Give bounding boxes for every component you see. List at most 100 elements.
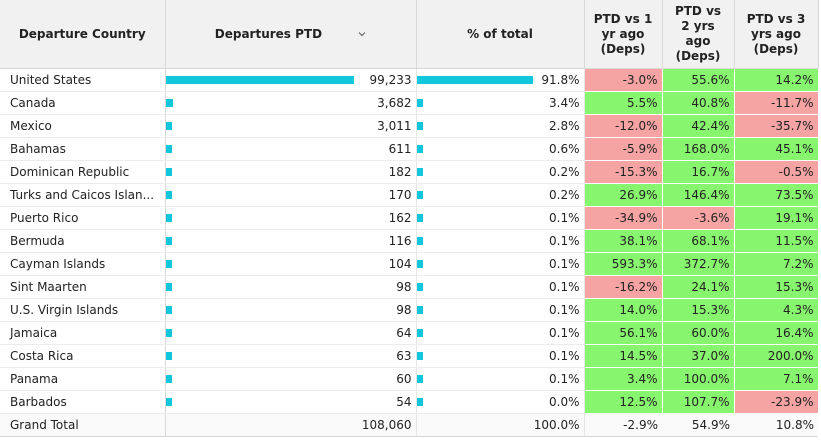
change-2yr-cell: -3.6% [662, 206, 735, 230]
column-header-vs-3yr[interactable]: PTD vs 3 yrs ago (Deps) [734, 0, 819, 69]
table-body: United States 99,233 91.8% -3.0% 55.6% 14.2% C… [0, 68, 819, 414]
table-row[interactable]: Jamaica 64 0.1% 56.1% 60.0% 16.4% [0, 321, 819, 345]
column-header-departures[interactable]: Departures PTD [165, 0, 417, 69]
pct-total-bar [416, 283, 423, 291]
country-cell: Costa Rica [0, 344, 166, 368]
grand-total-row: Grand Total 108,060 100.0% -2.9% 54.9% 1… [0, 413, 818, 437]
pct-total-cell: 0.1% [416, 252, 585, 276]
pct-total-cell: 0.1% [416, 298, 585, 322]
change-3yr-cell: 15.3% [734, 275, 819, 299]
grand-total-label: Grand Total [0, 413, 166, 437]
departures-bar [165, 99, 173, 107]
departures-cell: 611 [165, 137, 417, 161]
grand-total-pct: 100.0% [416, 413, 585, 437]
table-row[interactable]: Costa Rica 63 0.1% 14.5% 37.0% 200.0% [0, 344, 819, 368]
country-cell: Puerto Rico [0, 206, 166, 230]
departures-bar [165, 76, 354, 84]
change-2yr-cell: 37.0% [662, 344, 735, 368]
pct-total-bar [416, 398, 423, 406]
change-3yr-cell: 11.5% [734, 229, 819, 253]
table-row[interactable]: Barbados 54 0.0% 12.5% 107.7% -23.9% [0, 390, 819, 414]
change-1yr-cell: 14.0% [584, 298, 663, 322]
departures-cell: 98 [165, 298, 417, 322]
column-header-pct-total[interactable]: % of total [416, 0, 585, 69]
change-1yr-cell: 26.9% [584, 183, 663, 207]
table-row[interactable]: Sint Maarten 98 0.1% -16.2% 24.1% 15.3% [0, 275, 819, 299]
table-row[interactable]: Bahamas 611 0.6% -5.9% 168.0% 45.1% [0, 137, 819, 161]
table-row[interactable]: U.S. Virgin Islands 98 0.1% 14.0% 15.3% 4.3% [0, 298, 819, 322]
departures-cell: 104 [165, 252, 417, 276]
pct-total-bar [416, 237, 423, 245]
change-2yr-cell: 100.0% [662, 367, 735, 391]
pct-total-cell: 0.1% [416, 321, 585, 345]
pct-total-bar [416, 329, 423, 337]
pct-total-cell: 0.1% [416, 229, 585, 253]
change-2yr-cell: 16.7% [662, 160, 735, 184]
column-header-country[interactable]: Departure Country [0, 0, 166, 69]
column-header-vs-1yr[interactable]: PTD vs 1 yr ago (Deps) [584, 0, 663, 69]
departures-cell: 54 [165, 390, 417, 414]
change-3yr-cell: 200.0% [734, 344, 819, 368]
change-1yr-cell: 3.4% [584, 367, 663, 391]
change-3yr-cell: -35.7% [734, 114, 819, 138]
change-1yr-cell: -16.2% [584, 275, 663, 299]
pct-total-cell: 0.1% [416, 344, 585, 368]
pct-total-value: 0.1% [549, 349, 580, 363]
change-2yr-cell: 40.8% [662, 91, 735, 115]
pct-total-value: 0.1% [549, 303, 580, 317]
country-cell: Canada [0, 91, 166, 115]
pct-total-bar [416, 76, 533, 84]
country-cell: Bermuda [0, 229, 166, 253]
pct-total-value: 91.8% [541, 73, 580, 87]
departures-value: 98 [396, 280, 412, 294]
departures-cell: 162 [165, 206, 417, 230]
table-row[interactable]: United States 99,233 91.8% -3.0% 55.6% 14.2% [0, 68, 819, 92]
pct-total-cell: 0.6% [416, 137, 585, 161]
change-1yr-cell: -15.3% [584, 160, 663, 184]
departures-bar [165, 260, 172, 268]
country-cell: U.S. Virgin Islands [0, 298, 166, 322]
pct-total-bar [416, 168, 423, 176]
departures-value: 99,233 [369, 73, 412, 87]
change-3yr-cell: 45.1% [734, 137, 819, 161]
table-row[interactable]: Turks and Caicos Islan... 170 0.2% 26.9% 146… [0, 183, 819, 207]
pct-total-value: 0.1% [549, 372, 580, 386]
departures-cell: 182 [165, 160, 417, 184]
pct-total-value: 0.0% [549, 395, 580, 409]
table-row[interactable]: Cayman Islands 104 0.1% 593.3% 372.7% 7.2% [0, 252, 819, 276]
pct-total-cell: 0.2% [416, 183, 585, 207]
change-3yr-cell: 73.5% [734, 183, 819, 207]
change-1yr-cell: -3.0% [584, 68, 663, 92]
pct-total-cell: 0.0% [416, 390, 585, 414]
departures-value: 98 [396, 303, 412, 317]
change-3yr-cell: -0.5% [734, 160, 819, 184]
table-row[interactable]: Puerto Rico 162 0.1% -34.9% -3.6% 19.1% [0, 206, 819, 230]
change-3yr-cell: 7.1% [734, 367, 819, 391]
pct-total-bar [416, 260, 423, 268]
table-row[interactable]: Bermuda 116 0.1% 38.1% 68.1% 11.5% [0, 229, 819, 253]
departures-cell: 64 [165, 321, 417, 345]
departures-bar [165, 398, 172, 406]
chevron-down-icon[interactable] [358, 30, 366, 38]
pct-total-value: 3.4% [549, 96, 580, 110]
grand-total-vs-1yr: -2.9% [584, 413, 662, 437]
change-1yr-cell: 38.1% [584, 229, 663, 253]
table-row[interactable]: Canada 3,682 3.4% 5.5% 40.8% -11.7% [0, 91, 819, 115]
departures-bar [165, 306, 172, 314]
change-1yr-cell: -12.0% [584, 114, 663, 138]
column-header-vs-2yr[interactable]: PTD vs 2 yrs ago (Deps) [662, 0, 735, 69]
departures-bar [165, 214, 172, 222]
departures-value: 116 [388, 234, 412, 248]
pct-total-bar [416, 214, 423, 222]
table-row[interactable]: Dominican Republic 182 0.2% -15.3% 16.7% -0.5… [0, 160, 819, 184]
pct-total-cell: 0.1% [416, 206, 585, 230]
pct-total-value: 0.1% [549, 257, 580, 271]
departures-value: 3,682 [377, 96, 412, 110]
change-2yr-cell: 68.1% [662, 229, 735, 253]
table-row[interactable]: Panama 60 0.1% 3.4% 100.0% 7.1% [0, 367, 819, 391]
pct-total-cell: 91.8% [416, 68, 585, 92]
country-cell: United States [0, 68, 166, 92]
departures-cell: 63 [165, 344, 417, 368]
table-row[interactable]: Mexico 3,011 2.8% -12.0% 42.4% -35.7% [0, 114, 819, 138]
